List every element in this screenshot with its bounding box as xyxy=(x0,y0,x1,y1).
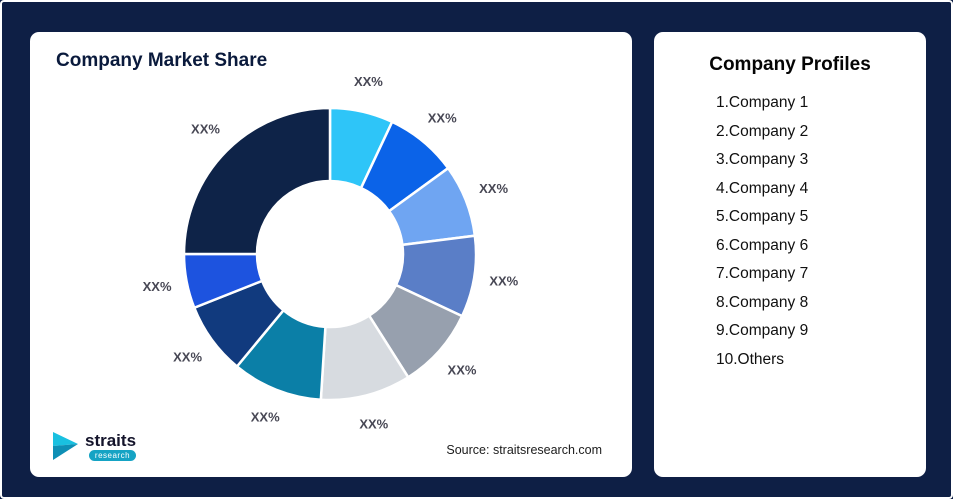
list-item: 2.Company 2 xyxy=(716,122,809,140)
segment-label: XX% xyxy=(173,350,202,365)
company-profiles-card: Company Profiles 1.Company 1 2.Company 2 3… xyxy=(654,32,926,477)
chart-title: Company Market Share xyxy=(56,50,268,71)
segment-label: XX% xyxy=(354,74,383,89)
segment-label: XX% xyxy=(191,122,220,137)
market-share-card: XX% XX% XX% XX% XX% XX% XX% XX% XX% XX% Company M… xyxy=(30,32,632,477)
logo-brand-text: straits xyxy=(85,430,137,450)
segment-label: XX% xyxy=(428,110,457,125)
logo-sub-text: research xyxy=(88,449,137,461)
list-item: 7.Company 7 xyxy=(716,265,809,282)
market-share-donut: XX% XX% XX% XX% XX% XX% XX% XX% XX% XX% xyxy=(143,74,519,432)
straits-research-logo: straits research xyxy=(52,430,137,461)
list-item: 1.Company 1 xyxy=(716,94,809,111)
segment-label: XX% xyxy=(359,417,388,432)
logo-text: straits research xyxy=(85,430,137,461)
donut-segment xyxy=(182,106,332,256)
list-item: 10.Others xyxy=(716,350,785,368)
list-item: 6.Company 6 xyxy=(716,236,809,254)
segment-label: XX% xyxy=(448,362,477,377)
list-item: 5.Company 5 xyxy=(716,208,809,225)
segment-label: XX% xyxy=(479,181,508,196)
source-attribution: Source: straitsresearch.com xyxy=(446,443,602,457)
company-list: 1.Company 1 2.Company 2 3.Company 3 4.Compa… xyxy=(654,94,926,369)
segment-label: XX% xyxy=(489,274,518,289)
profiles-title: Company Profiles xyxy=(709,54,871,75)
list-item: 9.Company 9 xyxy=(716,322,809,339)
segment-label: XX% xyxy=(143,279,172,294)
segment-label: XX% xyxy=(251,410,280,425)
straits-logo-icon xyxy=(53,432,78,460)
list-item: 3.Company 3 xyxy=(716,151,809,168)
list-item: 8.Company 8 xyxy=(716,293,809,311)
list-item: 4.Company 4 xyxy=(716,179,809,197)
